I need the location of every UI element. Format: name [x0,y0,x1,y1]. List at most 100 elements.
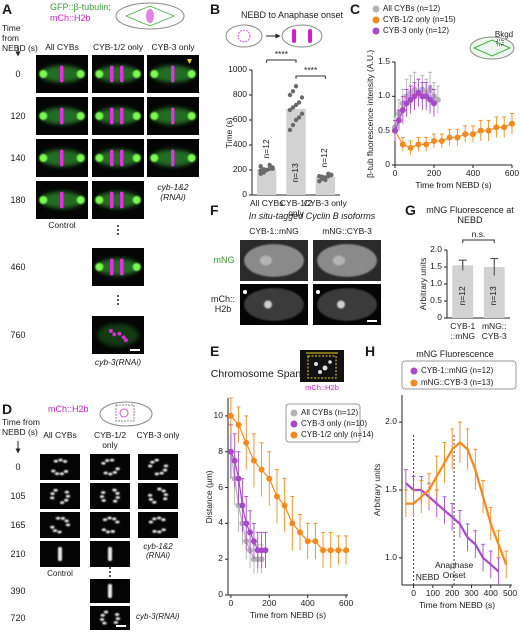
centrosome [150,70,159,78]
y-tick-label: 1.0 [378,90,390,101]
n-label: n=12 [319,148,330,168]
embryo [244,244,304,277]
annotation: NEBD [415,572,440,582]
centrosome [95,196,104,204]
data-point [399,141,406,148]
legend-marker [372,16,380,24]
data-point [509,120,515,127]
series-line [394,123,513,149]
y-tick-label: 1.5 [385,484,397,495]
label: A [2,1,13,17]
chromosome [148,520,154,524]
centrosome [39,196,48,204]
label: 760 [10,329,26,340]
label: cyb-1&2 (RNAi) [143,542,173,561]
micrograph [147,139,199,177]
micrograph-bg [138,454,178,480]
ellipsis-dot [109,575,111,577]
chart-title: mNG Fluorescence [416,349,494,359]
centrosome [95,154,104,162]
y-axis-title: Arbitrary units [372,463,383,517]
x-tick-label: 400 [300,598,315,608]
chromatin [120,149,124,167]
y-tick-label: 1.5 [378,56,390,67]
chromosome [157,487,162,491]
label: 390 [10,585,26,596]
panel-label: E [210,343,220,359]
significance-label: n.s. [471,229,486,239]
y-axis-title: Arbitrary units [418,257,429,311]
cell-sketch [115,2,185,30]
legend-box [401,360,517,390]
y-tick-label: 800 [232,89,247,100]
legend-label: All CYBs (n=12) [383,4,441,13]
data-point [299,95,305,100]
y-tick-label: 1000 [228,64,247,75]
centrosome [76,196,85,204]
chromatin [110,149,114,167]
micrograph [40,541,80,567]
data-point [403,100,410,107]
label: 140 [10,152,26,163]
micrograph [36,139,88,177]
chromatin [110,107,114,125]
chromosome [101,461,106,465]
chromosome [152,500,157,504]
y-tick-label: 400 [232,139,247,150]
y-tick-label: 0.5 [378,124,390,135]
chromosome [100,613,105,617]
label: Time from NEBD (s) [2,23,38,53]
chromosome [115,467,120,471]
chromatin [60,65,64,83]
chromosome [105,530,111,534]
data-point [293,117,299,123]
chromosome [163,497,168,501]
micrograph [240,240,308,281]
x-tick-label: 400 [483,588,498,598]
arrowhead [187,59,192,64]
panel-label: C [350,1,361,17]
chromosome [108,472,113,476]
data-point [281,502,288,509]
chromosome [53,488,58,492]
chromosome [112,488,117,492]
chromosome [103,471,108,475]
y-tick-label: 1.0 [385,551,397,562]
centrosome [76,112,85,120]
chromosome [110,530,116,533]
y-tick-label: 8 [218,445,223,456]
data-point [493,124,500,131]
label: D [2,401,13,417]
chromosome [60,516,66,520]
nucleus [260,255,272,266]
centrosome [39,70,48,78]
data-point [415,89,422,96]
centrosome [150,112,159,120]
label: In situ-tagged Cyclin B isoforms [248,211,376,221]
chromosome [152,530,157,533]
legend-marker [372,27,380,35]
data-point [287,107,293,113]
chromosome [105,459,110,462]
label: All CYBs [43,430,77,440]
x-tick-label: 0 [411,588,416,598]
data-point [327,547,334,554]
label: F [210,202,219,218]
chromatin [60,107,64,125]
nucleus [337,300,345,309]
label: 720 [10,612,26,623]
chromatin [171,107,175,125]
x-tick-label: mNG:: CYB-3 [481,321,507,341]
y-tick-label: 600 [232,114,247,125]
micrograph [240,284,308,325]
chromosome [58,458,63,462]
micrograph [92,248,144,286]
micrograph [90,454,130,480]
x-tick-label: 0 [228,598,234,608]
y-tick-label: 2 [218,553,223,564]
inset-image [300,350,344,382]
chart-title: NEBD to Anaphase onset [240,10,344,20]
y-tick-label: 4 [218,517,223,528]
legend-box [285,403,361,443]
